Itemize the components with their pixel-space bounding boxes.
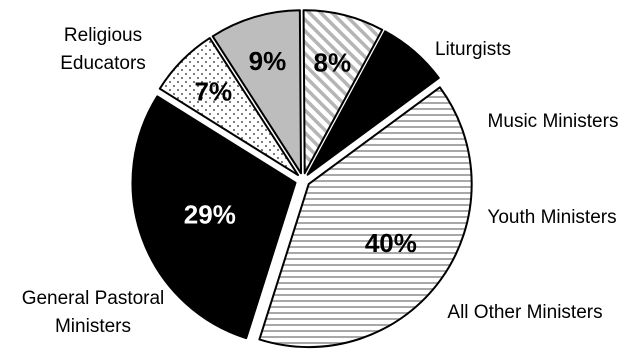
pie-slice-religious-educators xyxy=(131,95,297,340)
pie-slice-general-pastoral-ministers xyxy=(258,86,473,349)
category-label-all-other-ministers: All Other Ministers xyxy=(447,302,602,323)
percentage-labels: 7% 9% 8% 40% 29% xyxy=(184,46,417,258)
percentage-label-youth-ministers: 8% xyxy=(314,47,352,77)
category-label-general-pastoral-ministers-line-1: General Pastoral xyxy=(22,288,165,309)
pie-slice-liturgists xyxy=(158,37,300,177)
percentage-label-general-pastoral-ministers: 40% xyxy=(365,228,417,258)
category-label-general-pastoral-ministers-line-2: Ministers xyxy=(55,316,131,337)
category-label-liturgists: Liturgists xyxy=(435,39,511,60)
pie-slice-youth-ministers xyxy=(302,9,384,175)
percentage-label-religious-educators: 29% xyxy=(184,199,236,229)
pie-slices xyxy=(131,9,473,349)
pie-slice-music-ministers xyxy=(211,9,302,175)
category-label-music-ministers: Music Ministers xyxy=(488,111,619,132)
percentage-label-music-ministers: 9% xyxy=(249,46,287,76)
pie-slice-all-other-ministers xyxy=(306,30,440,176)
category-label-religious-educators-line-1: Religious xyxy=(64,25,142,46)
percentage-label-liturgists: 7% xyxy=(195,77,233,107)
category-labels: Liturgists Music Ministers Youth Ministers… xyxy=(22,25,619,337)
category-label-youth-ministers: Youth Ministers xyxy=(487,207,616,228)
category-label-religious-educators-line-2: Educators xyxy=(60,53,146,74)
